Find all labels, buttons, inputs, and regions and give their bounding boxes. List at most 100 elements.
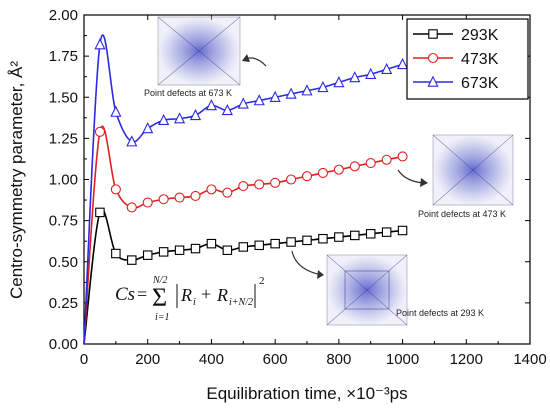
data-point-673K	[381, 62, 393, 75]
data-point-293K	[254, 240, 264, 251]
annotation-673k: Point defects at 673 K	[144, 88, 232, 98]
legend-marker-673K	[427, 75, 439, 87]
data-point-673K	[158, 113, 170, 126]
data-point-473K	[222, 187, 233, 198]
formula-sum-upper: N/2	[152, 275, 167, 286]
data-point-473K	[238, 181, 249, 192]
x-axis-title: Equilibration time, ×10⁻³ps	[206, 384, 407, 403]
formula-equals: =	[137, 284, 147, 304]
data-point-673K	[221, 103, 233, 116]
x-tick-label: 600	[263, 351, 288, 368]
data-point-473K	[317, 167, 328, 178]
data-point-473K	[270, 177, 281, 188]
data-point-473K	[301, 171, 313, 182]
data-point-673K	[173, 112, 186, 124]
formula-exponent: 2	[259, 275, 265, 287]
data-point-293K	[206, 238, 217, 249]
data-point-293K	[286, 237, 296, 247]
y-tick-label: 0.75	[49, 213, 78, 230]
data-point-293K	[95, 207, 105, 218]
data-point-293K	[127, 255, 137, 265]
data-point-673K	[396, 57, 409, 70]
data-point-673K	[269, 90, 281, 102]
y-axis: 0.00 0.25 0.50 0.75 1.00 1.25 1.50 1.75 2.00	[49, 7, 530, 353]
x-tick-label: 200	[135, 351, 160, 368]
data-point-473K	[126, 202, 137, 213]
data-point-473K	[254, 179, 265, 190]
formula-plus: +	[201, 284, 211, 304]
legend-marker-473K	[427, 52, 439, 64]
data-point-673K	[285, 87, 297, 99]
legend: 293K 473K 673K	[406, 18, 529, 100]
y-tick-label: 0.50	[49, 254, 78, 271]
legend-label-293K: 293K	[461, 27, 499, 44]
annotation-293k: Point defects at 293 K	[396, 308, 484, 318]
data-point-473K	[349, 161, 360, 172]
arrow-473k-head	[420, 178, 428, 187]
series-473K	[83, 125, 408, 345]
y-tick-label: 0.25	[49, 295, 78, 312]
data-point-473K	[142, 197, 153, 208]
formula-sub2: i+N/2	[229, 297, 253, 308]
data-point-673K	[301, 84, 313, 96]
data-point-673K	[94, 38, 106, 50]
series-line-473K	[83, 125, 403, 345]
formula-lhs: Cs	[115, 284, 135, 305]
data-point-293K	[111, 248, 121, 259]
data-point-673K	[237, 97, 249, 109]
data-point-293K	[381, 227, 392, 237]
formula-r1: R	[180, 285, 192, 305]
data-point-473K	[397, 151, 408, 162]
x-tick-label: 400	[199, 351, 224, 368]
data-point-673K	[365, 67, 377, 79]
annotation-arrows	[242, 54, 428, 279]
legend-box	[406, 18, 529, 100]
data-point-293K	[174, 245, 185, 255]
inset-673k-snapshot	[157, 16, 241, 86]
arrow-293k	[291, 250, 323, 276]
y-tick-label: 0.00	[49, 336, 78, 353]
legend-marker-293K	[428, 29, 438, 39]
x-tick-label: 1400	[513, 351, 546, 368]
x-tick-label: 1000	[386, 351, 419, 368]
data-point-293K	[365, 229, 376, 239]
x-tick-label: 0	[80, 351, 88, 368]
data-point-473K	[286, 174, 297, 185]
data-point-673K	[317, 80, 329, 93]
data-point-293K	[190, 243, 201, 254]
data-point-673K	[333, 76, 345, 88]
data-point-473K	[333, 164, 344, 175]
data-point-673K	[142, 122, 154, 134]
data-point-673K	[205, 99, 218, 111]
data-point-473K	[174, 192, 185, 203]
data-point-293K	[270, 238, 280, 249]
x-axis: 0 200 400 600 800 1000 1200 1400	[80, 15, 547, 368]
data-point-473K	[190, 190, 201, 201]
y-tick-label: 1.25	[49, 130, 78, 147]
legend-label-673K: 673K	[461, 75, 499, 92]
data-point-673K	[253, 94, 265, 106]
y-axis-title: Centro-symmetry parameter, Å²	[7, 61, 26, 299]
y-tick-label: 2.00	[49, 7, 78, 24]
data-point-293K	[397, 225, 408, 236]
data-point-673K	[126, 135, 138, 147]
data-point-473K	[365, 158, 376, 169]
data-point-293K	[318, 233, 328, 244]
arrow-673k-head	[242, 54, 250, 62]
y-tick-label: 1.00	[49, 172, 78, 189]
inset-473k-snapshot	[432, 134, 514, 206]
data-point-473K	[94, 126, 105, 137]
y-tick-label: 1.50	[49, 89, 78, 106]
data-point-473K	[206, 184, 217, 195]
data-point-293K	[238, 242, 249, 252]
annotation-473k: Point defects at 473 K	[418, 209, 506, 219]
formula-sigma: Σ	[152, 283, 167, 312]
data-point-293K	[222, 245, 233, 255]
series-293K	[83, 207, 408, 345]
data-point-473K	[381, 154, 392, 165]
data-point-673K	[189, 108, 202, 121]
data-point-293K	[142, 250, 153, 260]
data-point-673K	[349, 71, 361, 83]
series-layer	[83, 34, 409, 345]
